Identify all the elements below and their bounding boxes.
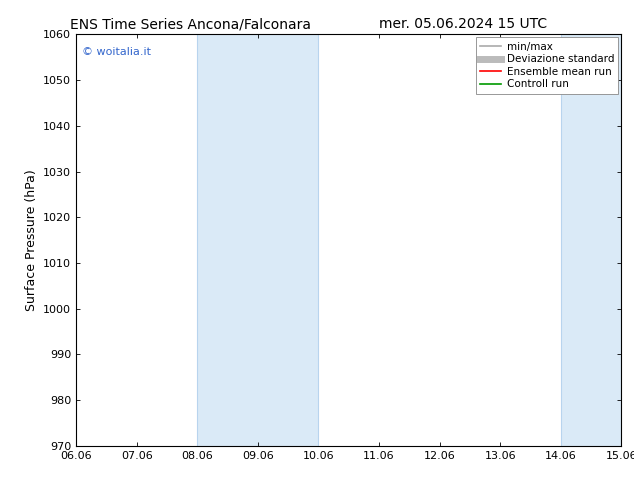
Legend: min/max, Deviazione standard, Ensemble mean run, Controll run: min/max, Deviazione standard, Ensemble m…: [476, 37, 618, 94]
Bar: [197, 34, 318, 446]
Text: mer. 05.06.2024 15 UTC: mer. 05.06.2024 15 UTC: [378, 17, 547, 31]
Text: ENS Time Series Ancona/Falconara: ENS Time Series Ancona/Falconara: [70, 17, 311, 31]
Y-axis label: Surface Pressure (hPa): Surface Pressure (hPa): [25, 169, 37, 311]
Bar: [560, 34, 621, 446]
Text: © woitalia.it: © woitalia.it: [82, 47, 150, 57]
